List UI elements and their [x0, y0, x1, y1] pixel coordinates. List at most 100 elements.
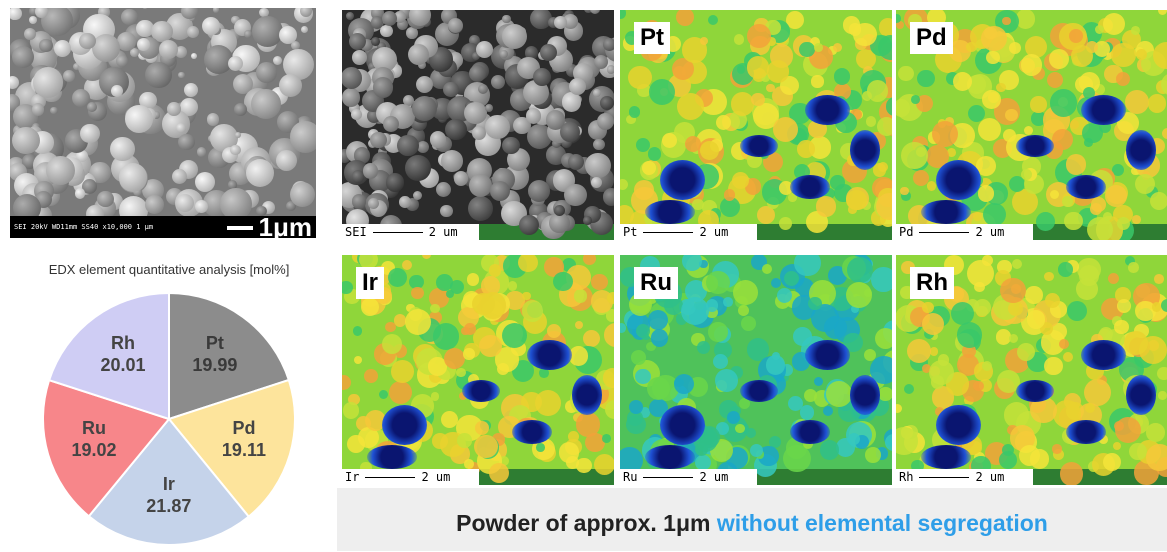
- sem-particle: [117, 32, 136, 51]
- map-scale-value: 2 um: [699, 225, 729, 239]
- map-signal-spot: [1135, 300, 1156, 322]
- map-signal-spot: [1084, 402, 1096, 414]
- sei-particle: [405, 154, 432, 181]
- map-signal-spot: [1114, 319, 1129, 335]
- map-panel-pd: Pd Pd 2 um: [896, 10, 1167, 240]
- map-signal-spot: [539, 368, 549, 378]
- map-signal-spot: [1115, 287, 1131, 303]
- map-signal-spot: [1007, 301, 1023, 317]
- map-signal-spot: [1051, 129, 1073, 150]
- map-signal-spot: [647, 294, 658, 305]
- map-signal-spot: [676, 10, 695, 26]
- sem-particle: [206, 113, 220, 126]
- caption-band: [337, 488, 1167, 551]
- sem-main-image: SEI 20kV WD11mm SS40 x10,000 1 μm 1μm: [10, 8, 316, 238]
- sei-particle: [415, 76, 434, 94]
- map-signal-spot: [808, 296, 822, 310]
- map-signal-spot: [684, 279, 708, 303]
- map-signal-spot: [450, 280, 465, 295]
- map-signal-spot: [973, 380, 984, 392]
- pie-label-ru: Ru 19.02: [54, 417, 134, 461]
- map-signal-spot: [584, 432, 605, 453]
- sem-particle: [97, 191, 114, 208]
- map-signal-spot: [1002, 16, 1011, 26]
- sem-scale: 1μm: [226, 212, 312, 238]
- map-signal-spot: [809, 36, 821, 48]
- map-signal-spot: [1094, 24, 1104, 34]
- map-signal-spot: [917, 69, 935, 88]
- map-signal-spot: [950, 302, 975, 326]
- sei-particle: [563, 13, 579, 29]
- map-signal-spot: [712, 353, 728, 369]
- map-signal-spot: [620, 322, 627, 333]
- map-signal-spot: [573, 288, 588, 303]
- sem-particle: [171, 169, 187, 185]
- sei-particle: [525, 108, 541, 124]
- map-signal-spot: [1026, 310, 1046, 329]
- map-scale-value: 2 um: [421, 470, 451, 484]
- map-signal-spot: [885, 97, 892, 116]
- sei-particle: [584, 152, 611, 179]
- edx-pie-chart: [42, 291, 296, 546]
- sem-particle: [301, 25, 309, 33]
- sei-particle: [490, 181, 511, 202]
- map-signal-spot: [786, 10, 805, 29]
- sem-particle: [177, 71, 185, 79]
- map-signal-spot: [780, 76, 800, 96]
- sem-particle: [49, 106, 58, 115]
- map-signal-spot: [974, 282, 985, 293]
- map-signal-spot: [1036, 212, 1055, 232]
- map-signal-spot: [626, 114, 636, 124]
- map-void: [740, 135, 778, 157]
- map-signal-spot: [635, 324, 650, 339]
- map-signal-spot: [1031, 111, 1046, 126]
- map-signal-spot: [1049, 89, 1078, 117]
- map-signal-spot: [772, 117, 798, 143]
- sem-particle: [22, 154, 37, 169]
- map-signal-spot: [761, 73, 771, 82]
- map-signal-spot: [446, 289, 455, 298]
- map-signal-spot: [512, 359, 535, 382]
- map-signal-spot: [747, 23, 772, 48]
- map-signal-spot: [875, 192, 892, 221]
- map-signal-spot: [620, 205, 634, 225]
- sei-particle: [416, 140, 430, 154]
- sei-particle: [402, 94, 415, 107]
- sem-particle: [45, 156, 75, 185]
- map-signal-spot: [604, 323, 614, 347]
- map-signal-spot: [803, 388, 818, 403]
- map-signal-spot: [507, 281, 518, 291]
- sei-particle: [590, 10, 601, 14]
- map-signal-spot: [1050, 189, 1060, 199]
- map-signal-spot: [342, 374, 352, 390]
- map-signal-spot: [692, 198, 704, 211]
- map-signal-spot: [363, 369, 378, 384]
- sei-particle: [370, 10, 385, 21]
- map-signal-spot: [430, 303, 440, 314]
- map-signal-spot: [381, 333, 403, 354]
- map-signal-spot: [1083, 378, 1112, 406]
- map-signal-spot: [432, 432, 448, 449]
- map-signal-spot: [846, 256, 874, 284]
- map-signal-spot: [1086, 216, 1113, 240]
- sem-particle: [181, 8, 198, 20]
- map-signal-spot: [846, 189, 867, 211]
- map-scale-bar: SEI 2 um: [342, 224, 479, 240]
- map-signal-spot: [1114, 421, 1125, 432]
- sem-particle: [174, 46, 188, 59]
- sei-particle: [382, 115, 399, 132]
- map-signal-spot: [706, 270, 730, 295]
- map-void: [850, 375, 880, 415]
- sei-particle: [471, 51, 481, 60]
- pie-label-element: Ru: [82, 417, 106, 438]
- map-signal-spot: [896, 14, 901, 23]
- map-signal-spot: [878, 18, 892, 37]
- map-signal-spot: [1025, 286, 1043, 304]
- sem-particle: [201, 17, 220, 36]
- map-signal-spot: [708, 322, 728, 342]
- map-signal-spot: [428, 357, 447, 376]
- sem-particle: [231, 15, 240, 25]
- map-signal-spot: [1129, 442, 1147, 461]
- map-signal-spot: [872, 163, 887, 177]
- sem-particle: [196, 147, 207, 157]
